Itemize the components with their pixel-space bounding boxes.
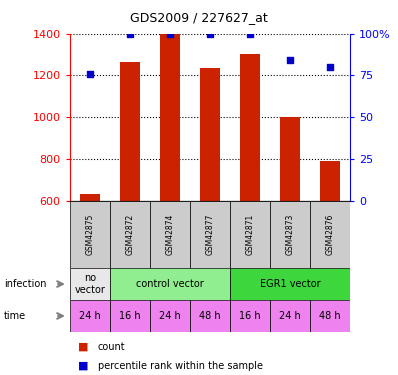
Bar — [200, 68, 220, 201]
Point — [127, 31, 133, 37]
Point — [247, 31, 253, 37]
Text: GSM42877: GSM42877 — [205, 214, 215, 255]
Bar — [230, 300, 270, 332]
Text: GSM42874: GSM42874 — [165, 214, 174, 255]
Point — [327, 64, 334, 70]
Text: 48 h: 48 h — [199, 311, 221, 321]
Text: ■: ■ — [78, 361, 88, 370]
Point — [287, 57, 293, 63]
Bar — [110, 300, 150, 332]
Text: 16 h: 16 h — [119, 311, 140, 321]
Point — [167, 31, 173, 37]
Text: GSM42873: GSM42873 — [286, 214, 295, 255]
Bar — [270, 300, 310, 332]
Text: GSM42875: GSM42875 — [85, 214, 94, 255]
Bar — [150, 300, 190, 332]
Bar — [240, 54, 260, 201]
Text: 24 h: 24 h — [79, 311, 101, 321]
Bar — [110, 201, 150, 268]
Bar — [230, 201, 270, 268]
Bar — [160, 34, 180, 201]
Bar — [280, 117, 300, 201]
Text: time: time — [4, 311, 26, 321]
Text: GSM42871: GSM42871 — [246, 214, 255, 255]
Bar — [120, 62, 140, 201]
Text: GSM42876: GSM42876 — [326, 214, 335, 255]
Bar — [230, 268, 350, 300]
Text: 48 h: 48 h — [319, 311, 341, 321]
Text: infection: infection — [4, 279, 47, 289]
Bar — [70, 300, 110, 332]
Bar — [190, 300, 230, 332]
Bar — [310, 300, 350, 332]
Bar — [80, 194, 100, 201]
Text: ■: ■ — [78, 342, 88, 352]
Text: count: count — [98, 342, 125, 352]
Bar — [310, 201, 350, 268]
Bar — [150, 201, 190, 268]
Bar — [270, 201, 310, 268]
Text: EGR1 vector: EGR1 vector — [260, 279, 320, 289]
Bar — [320, 161, 340, 201]
Bar — [190, 201, 230, 268]
Text: control vector: control vector — [136, 279, 204, 289]
Bar — [110, 268, 230, 300]
Text: 24 h: 24 h — [279, 311, 301, 321]
Bar — [70, 201, 110, 268]
Point — [207, 31, 213, 37]
Text: GSM42872: GSM42872 — [125, 214, 134, 255]
Text: percentile rank within the sample: percentile rank within the sample — [98, 361, 263, 370]
Point — [86, 71, 93, 77]
Text: GDS2009 / 227627_at: GDS2009 / 227627_at — [130, 11, 268, 24]
Text: 24 h: 24 h — [159, 311, 181, 321]
Text: 16 h: 16 h — [239, 311, 261, 321]
Bar — [70, 268, 110, 300]
Text: no
vector: no vector — [74, 273, 105, 295]
